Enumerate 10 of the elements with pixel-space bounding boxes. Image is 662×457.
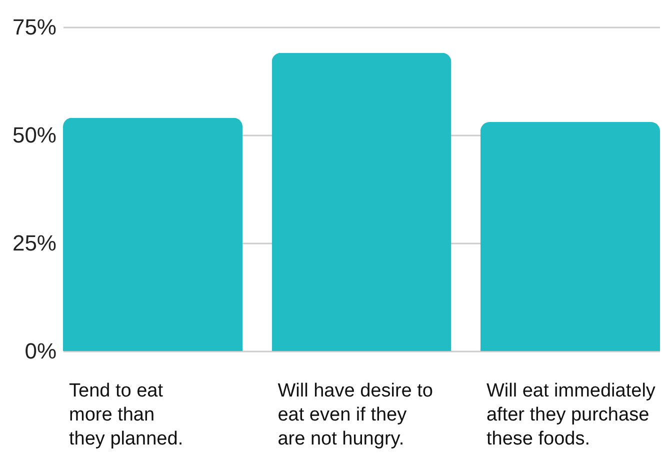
bar bbox=[480, 122, 660, 351]
y-tick-label: 50% bbox=[12, 122, 56, 148]
bar bbox=[63, 118, 243, 351]
y-tick-label: 75% bbox=[12, 14, 56, 40]
x-tick-label: Tend to eat more than they planned. bbox=[69, 380, 184, 450]
y-tick-label: 25% bbox=[12, 230, 56, 256]
bar bbox=[272, 52, 452, 351]
x-tick-label: Will have desire to eat even if they are not hungry. bbox=[278, 380, 433, 450]
x-tick-label: Will eat immediately after they purchase these foods. bbox=[486, 380, 656, 450]
y-tick-label: 0% bbox=[24, 338, 56, 364]
